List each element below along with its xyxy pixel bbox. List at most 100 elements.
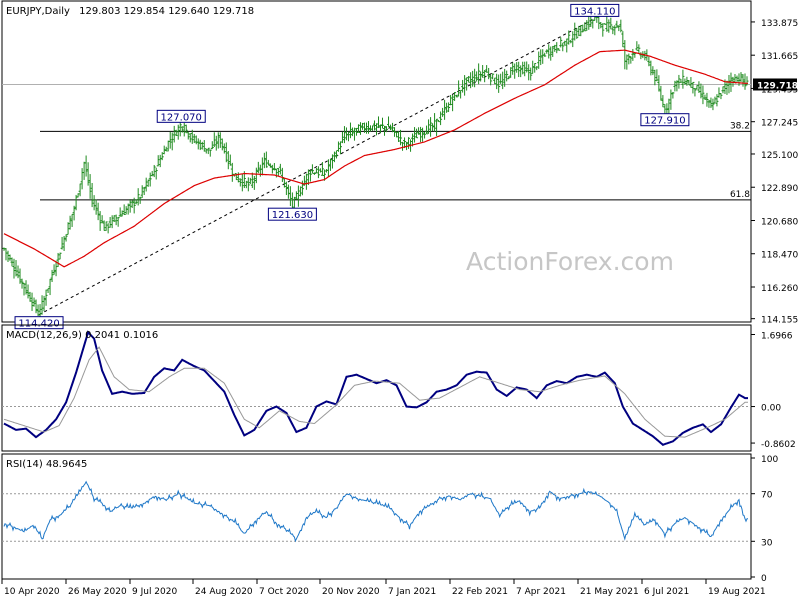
- price-bar: [567, 30, 571, 45]
- price-bar: [316, 166, 320, 179]
- price-bar: [366, 121, 370, 134]
- price-bar: [397, 131, 401, 142]
- price-bar: [296, 185, 300, 207]
- price-bar: [491, 73, 495, 80]
- price-bar: [381, 117, 385, 129]
- trend-line: [38, 17, 596, 316]
- price-bar: [527, 64, 531, 81]
- price-bar: [162, 145, 166, 155]
- watermark: ActionForex.com: [466, 247, 674, 276]
- price-bar: [342, 126, 346, 144]
- date-axis: 10 Apr 2020 26 May 2020 9 Jul 2020 24 Aug 2…: [1, 579, 766, 597]
- price-bar: [573, 22, 577, 41]
- price-bar: [62, 235, 66, 251]
- price-bar: [314, 167, 318, 174]
- price-bar: [172, 125, 176, 143]
- price-axis-label: 127.245: [761, 119, 798, 129]
- price-bar: [617, 25, 621, 32]
- price-bar: [695, 85, 699, 90]
- price-bar: [164, 146, 168, 152]
- price-bar: [220, 138, 224, 151]
- price-bar: [198, 139, 202, 151]
- price-bar: [435, 118, 439, 136]
- rsi-panel-frame: [1, 453, 752, 580]
- price-bar: [693, 88, 697, 97]
- price-bar: [100, 215, 104, 224]
- price-bar: [489, 74, 493, 86]
- price-bar: [455, 94, 459, 98]
- price-bar: [467, 75, 471, 83]
- price-bar: [122, 204, 126, 216]
- price-bar: [110, 215, 114, 229]
- macd-axis-label: 0.00: [761, 404, 781, 414]
- price-bar: [393, 127, 397, 137]
- date-axis-label: 22 Feb 2021: [452, 587, 508, 597]
- price-bar: [88, 174, 92, 199]
- rsi-axis-label: 100: [761, 455, 778, 465]
- price-bar: [551, 45, 555, 57]
- price-bar: [711, 98, 715, 111]
- price-bar: [270, 164, 274, 174]
- price-bar: [683, 78, 687, 85]
- price-bar: [56, 252, 60, 267]
- price-bar: [517, 61, 521, 78]
- price-bar: [471, 70, 475, 87]
- price-bar: [385, 126, 389, 133]
- price-bar: [118, 207, 122, 217]
- price-bar: [298, 186, 302, 197]
- date-axis-label: 21 May 2021: [580, 587, 639, 597]
- price-bar: [739, 72, 743, 83]
- price-bar: [138, 196, 142, 204]
- price-panel-header: EURJPY,Daily 129.803 129.854 129.640 129…: [6, 6, 254, 17]
- price-bar: [649, 60, 653, 76]
- price-bar: [581, 24, 585, 33]
- rsi-axis-label: 30: [761, 538, 773, 548]
- price-bar: [142, 187, 146, 196]
- price-bar: [34, 299, 38, 314]
- price-bar: [719, 93, 723, 100]
- price-bar: [306, 169, 310, 185]
- price-bar: [372, 120, 376, 131]
- price-bar: [200, 141, 204, 150]
- price-bar: [106, 223, 110, 234]
- moving-average-line: [3, 49, 748, 268]
- price-bar: [358, 122, 362, 135]
- price-bar: [399, 129, 403, 146]
- price-bar: [130, 200, 134, 209]
- price-bar: [377, 116, 381, 129]
- price-bar: [419, 126, 423, 143]
- price-bar: [32, 297, 36, 307]
- price-bar: [619, 19, 623, 33]
- price-bar: [443, 99, 447, 120]
- price-bar: [659, 85, 663, 101]
- price-bar: [545, 49, 549, 54]
- price-bar: [58, 252, 62, 260]
- price-bar: [190, 129, 194, 144]
- price-bar: [256, 161, 260, 174]
- price-bar: [425, 125, 429, 135]
- price-bar: [346, 131, 350, 142]
- price-bar: [356, 124, 360, 133]
- macd-axis-label: 1.6966: [761, 332, 793, 342]
- price-bar: [449, 94, 453, 106]
- price-bar: [727, 74, 731, 94]
- price-bar: [481, 65, 485, 78]
- price-bar: [144, 177, 148, 192]
- current-price-box: [753, 78, 797, 91]
- price-bar: [453, 92, 457, 101]
- price-bar: [184, 124, 188, 134]
- price-bar: [44, 289, 48, 306]
- price-bar: [282, 178, 286, 188]
- price-bar: [252, 175, 256, 190]
- price-bar: [557, 48, 561, 51]
- price-bar: [525, 61, 529, 73]
- price-bar: [52, 264, 56, 275]
- price-bar: [338, 141, 342, 155]
- price-bar: [294, 191, 298, 200]
- price-bar: [613, 25, 617, 36]
- price-bar: [521, 61, 525, 75]
- price-bar: [226, 150, 230, 170]
- rsi-axis-label: 0: [761, 574, 767, 584]
- price-bar: [543, 52, 547, 57]
